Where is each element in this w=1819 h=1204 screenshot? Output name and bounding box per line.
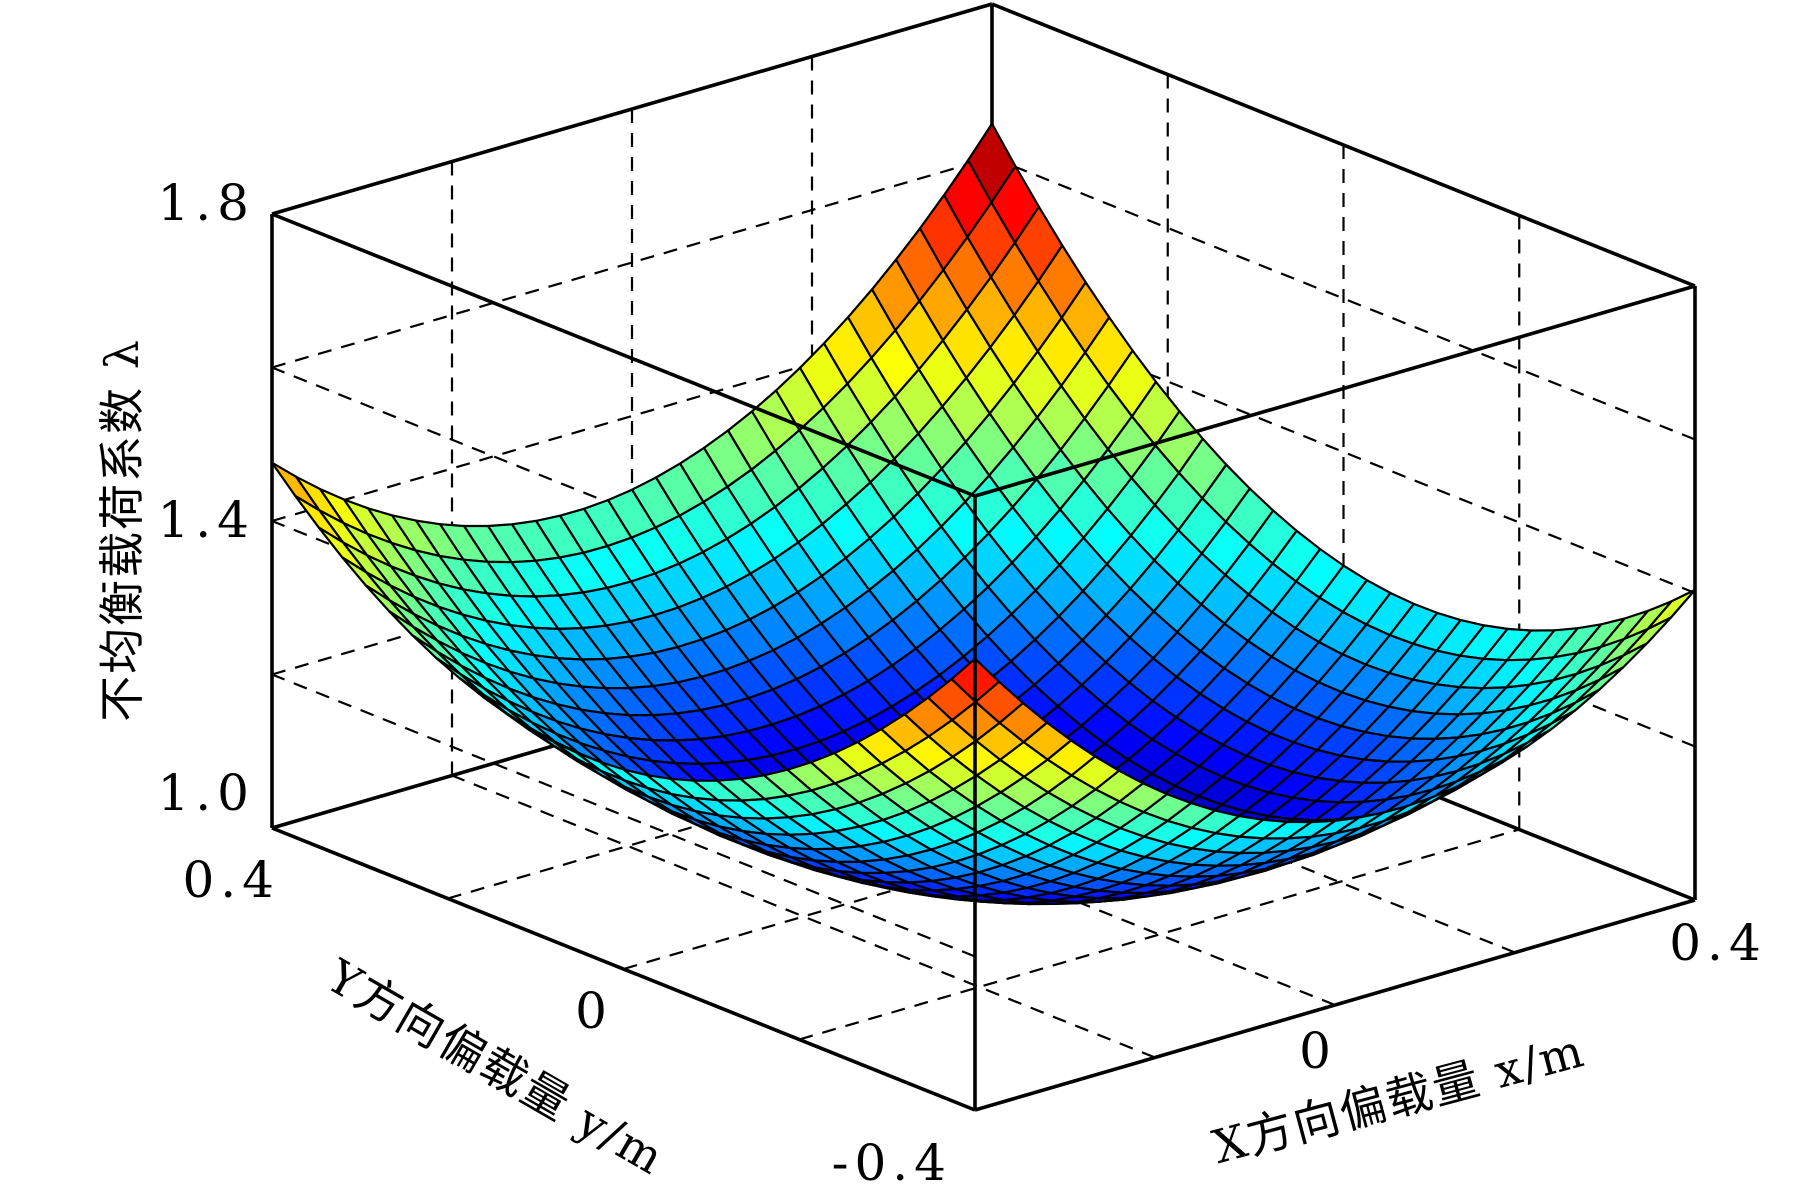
axes-edge: [271, 826, 976, 1112]
left-wall-grid-line: [271, 673, 976, 958]
y-tick-label: 0.4: [182, 851, 280, 909]
z-tick-labels: 1.8 1.4 1.0: [157, 174, 255, 822]
side-wall-grid-line: [991, 156, 1696, 441]
surface-mesh: [270, 122, 1697, 906]
y-axis-label: Y方向偏载量 y/m: [317, 948, 674, 1185]
axes-edge: [271, 212, 976, 498]
z-axis-label: 不均衡载荷系数 λ: [95, 338, 149, 722]
x-axis-label: X方向偏载量 x/m: [1207, 1023, 1590, 1174]
x-tick-labels: 0 0.4: [1299, 914, 1767, 1080]
x-tick-label: 0.4: [1669, 914, 1767, 972]
axes-box: [271, 212, 1696, 1112]
back-wall-grid-line: [271, 156, 993, 369]
z-tick-label: 1.8: [157, 174, 255, 232]
y-tick-label: -0.4: [832, 1134, 952, 1192]
z-tick-label: 1.4: [157, 491, 255, 549]
y-tick-labels: 0.4 0 -0.4: [182, 851, 952, 1192]
axes-edge: [974, 898, 1696, 1112]
x-tick-label: 0: [1299, 1022, 1337, 1080]
axes-edge: [271, 2, 993, 216]
z-tick-label: 1.0: [157, 764, 255, 822]
y-tick-label: 0: [575, 982, 613, 1040]
axes-edge: [974, 284, 1696, 498]
axes-edge: [991, 2, 1696, 288]
floor-grid-line: [798, 828, 1520, 1041]
floor-grid-line: [451, 774, 1156, 1059]
